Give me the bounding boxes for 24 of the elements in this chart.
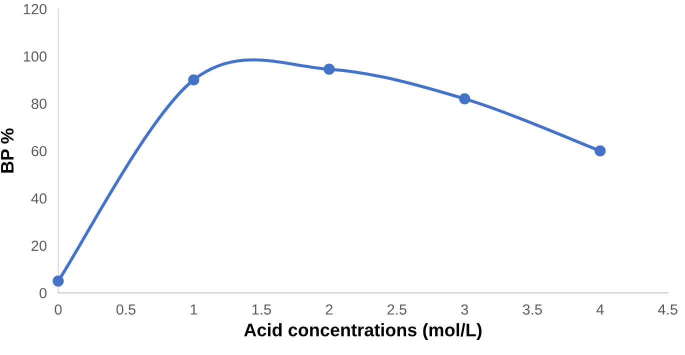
point — [324, 64, 335, 75]
y-tick-label: 0 — [40, 288, 47, 298]
x-tick-label: 3 — [461, 304, 468, 315]
point — [459, 93, 470, 104]
y-axis-title: BP % — [0, 128, 14, 173]
x-tick-label: 4.5 — [658, 304, 678, 315]
y-tick-label: 40 — [31, 193, 47, 204]
y-tick-label: 120 — [24, 4, 47, 14]
point — [188, 74, 200, 86]
y-tick-label: 80 — [32, 98, 47, 109]
x-tick-label: 4 — [596, 304, 604, 315]
x-tick-label: 0 — [54, 304, 62, 315]
y-tick-label: 100 — [24, 51, 47, 62]
point — [52, 275, 64, 287]
x-tick-label: 1 — [190, 304, 198, 315]
x-tick-label: 0.5 — [116, 304, 136, 315]
y-tick-label: 60 — [32, 146, 47, 156]
x-tick-label: 1.5 — [252, 304, 271, 315]
x-tick-label: 2 — [326, 304, 333, 315]
x-tick-label: 3.5 — [522, 304, 542, 315]
x-tick-label: 2.5 — [388, 304, 406, 315]
y-tick-label: 20 — [32, 240, 47, 251]
point — [594, 145, 606, 156]
x-axis-title: Acid concentrations (mol/L) — [244, 323, 482, 340]
